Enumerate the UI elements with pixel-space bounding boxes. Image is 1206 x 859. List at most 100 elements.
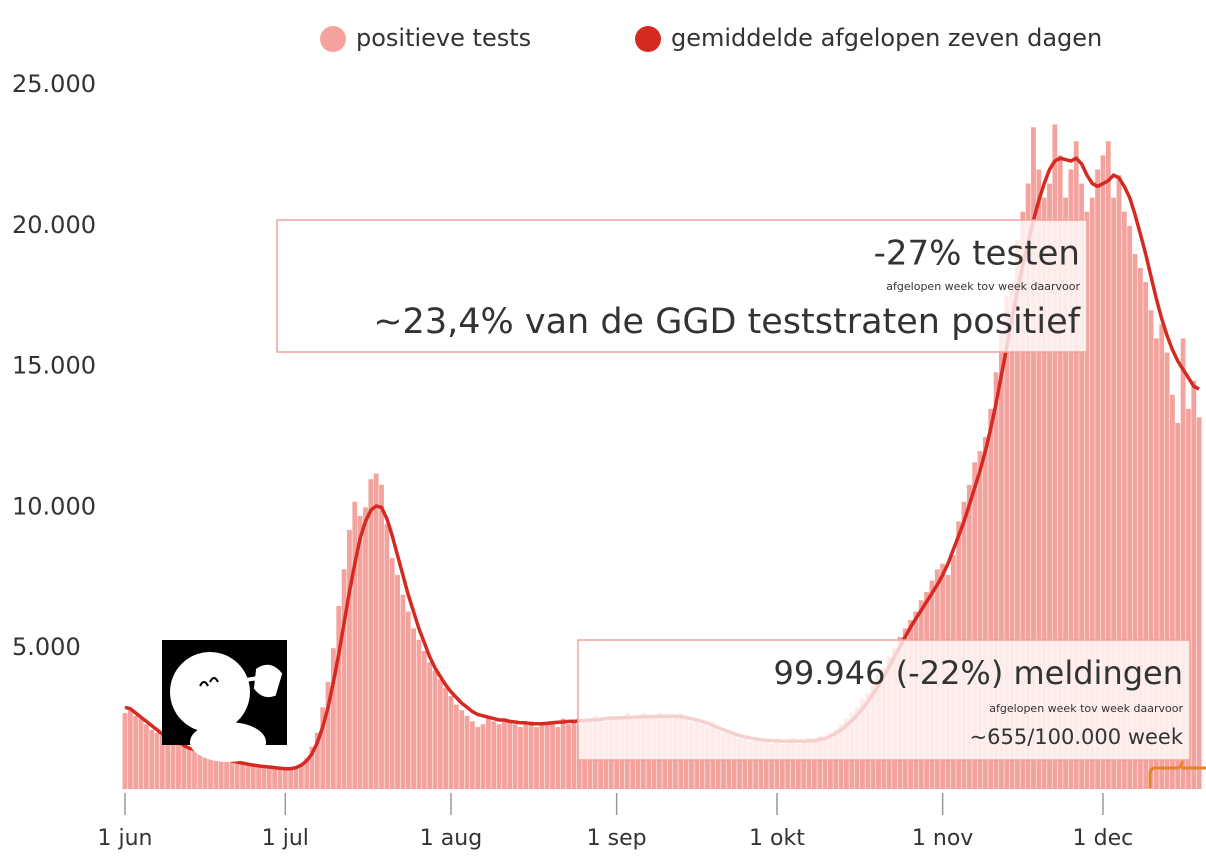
x-tick-label: 1 dec xyxy=(1073,826,1134,851)
bar xyxy=(828,732,833,789)
bar xyxy=(795,743,801,789)
bar xyxy=(298,763,304,789)
x-tick-label: 1 sep xyxy=(587,826,647,851)
bar xyxy=(347,529,352,789)
bar xyxy=(309,746,315,789)
bar xyxy=(443,687,449,789)
legend-swatch xyxy=(320,26,346,52)
bar xyxy=(822,738,828,789)
bar xyxy=(758,741,764,789)
bar xyxy=(753,738,758,789)
bar xyxy=(1159,324,1165,789)
bar xyxy=(1170,394,1175,789)
bar xyxy=(721,732,726,789)
bar xyxy=(379,484,384,789)
bar xyxy=(1031,127,1036,790)
bar xyxy=(1041,197,1047,789)
bar xyxy=(1186,408,1191,789)
bar xyxy=(272,768,278,789)
bar xyxy=(1073,141,1079,789)
legend-swatch xyxy=(635,26,661,52)
bar xyxy=(165,738,171,789)
bar xyxy=(1164,352,1170,789)
bar xyxy=(224,760,229,789)
annotation-text: -27% testen xyxy=(874,234,1080,274)
bar xyxy=(523,724,529,789)
bar xyxy=(186,749,192,789)
bar xyxy=(357,515,363,789)
bar xyxy=(977,451,983,789)
bar xyxy=(448,696,454,789)
annotation-text: 99.946 (-22%) meldingen xyxy=(774,654,1183,692)
bar xyxy=(336,605,342,789)
y-tick-label: 5.000 xyxy=(12,633,81,661)
bar xyxy=(256,766,262,789)
bar xyxy=(817,735,823,789)
bar xyxy=(192,750,197,789)
y-tick-label: 10.000 xyxy=(12,492,96,520)
bar xyxy=(432,670,438,789)
bar xyxy=(1089,197,1095,789)
bar xyxy=(1143,282,1149,789)
bar xyxy=(416,639,422,789)
bar xyxy=(325,681,331,789)
bar xyxy=(544,721,550,789)
bar xyxy=(560,718,566,789)
bar xyxy=(1132,253,1138,789)
swab-icon xyxy=(162,640,287,762)
bar xyxy=(1068,169,1074,790)
bar xyxy=(1191,380,1197,789)
bar xyxy=(277,768,283,789)
x-tick-label: 1 nov xyxy=(912,826,973,851)
bar xyxy=(149,729,155,789)
x-tick-label: 1 jul xyxy=(262,826,309,851)
bar xyxy=(304,758,310,789)
bar xyxy=(384,524,390,789)
bar xyxy=(138,718,144,789)
x-tick-label: 1 jun xyxy=(98,826,153,851)
bar xyxy=(400,594,406,789)
bar xyxy=(769,743,775,789)
bar xyxy=(566,724,571,789)
bar xyxy=(539,724,545,789)
bar xyxy=(282,769,288,789)
bar xyxy=(811,741,817,789)
bar xyxy=(1153,338,1159,789)
bar xyxy=(245,765,251,789)
bar xyxy=(555,727,561,789)
y-tick-label: 15.000 xyxy=(12,352,96,380)
bar xyxy=(197,752,203,789)
bar xyxy=(469,721,475,789)
bar xyxy=(266,767,272,789)
bar xyxy=(1196,417,1202,789)
bar xyxy=(464,715,470,789)
x-tick-label: 1 okt xyxy=(749,826,805,851)
bar xyxy=(512,724,518,789)
bar xyxy=(507,721,513,789)
legend: positieve tests gemiddelde afgelopen zeve… xyxy=(320,24,1102,52)
bar xyxy=(528,721,534,789)
annotation-text: afgelopen week tov week daarvoor xyxy=(989,702,1183,715)
bar xyxy=(437,679,443,789)
bar xyxy=(218,759,224,789)
y-tick-label: 25.000 xyxy=(12,70,96,98)
bar xyxy=(496,724,502,789)
bar xyxy=(1127,225,1133,790)
bar xyxy=(1175,422,1181,789)
bar xyxy=(571,721,577,789)
bar xyxy=(250,765,256,789)
bar xyxy=(459,710,465,789)
x-tick-label: 1 aug xyxy=(420,826,482,851)
bar xyxy=(160,735,165,789)
bar xyxy=(143,724,149,789)
annotation-text: ~23,4% van de GGD teststraten positief xyxy=(373,302,1080,342)
bar xyxy=(1052,124,1058,789)
bar xyxy=(411,628,416,789)
bar xyxy=(737,738,742,789)
bar xyxy=(1025,183,1031,789)
bar xyxy=(1015,239,1020,789)
bar xyxy=(774,741,780,789)
bar xyxy=(731,735,737,789)
bar xyxy=(1057,155,1063,789)
bar xyxy=(122,712,128,789)
